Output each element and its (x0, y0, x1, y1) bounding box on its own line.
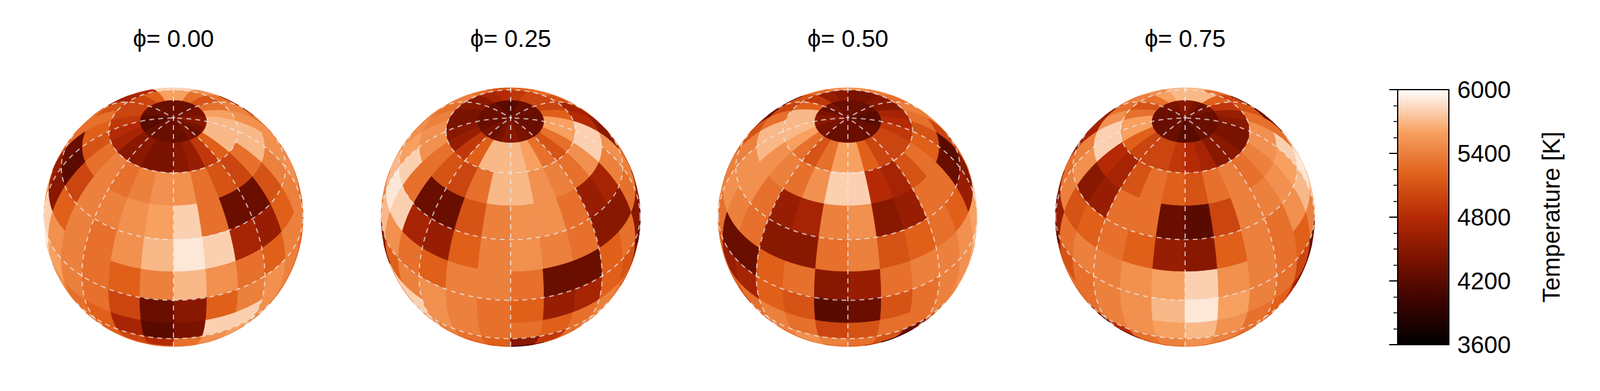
svg-text:3600: 3600 (1457, 331, 1511, 359)
svg-text:ϕ= 0.25: ϕ= 0.25 (470, 25, 552, 52)
svg-text:6000: 6000 (1457, 76, 1511, 103)
svg-text:Temperature [K]: Temperature [K] (1537, 131, 1565, 304)
svg-text:5400: 5400 (1457, 140, 1511, 167)
svg-text:4800: 4800 (1457, 204, 1511, 231)
svg-text:4200: 4200 (1457, 267, 1511, 295)
svg-text:ϕ= 0.00: ϕ= 0.00 (133, 25, 215, 52)
svg-text:ϕ= 0.75: ϕ= 0.75 (1144, 25, 1227, 52)
svg-text:ϕ= 0.50: ϕ= 0.50 (807, 25, 889, 52)
